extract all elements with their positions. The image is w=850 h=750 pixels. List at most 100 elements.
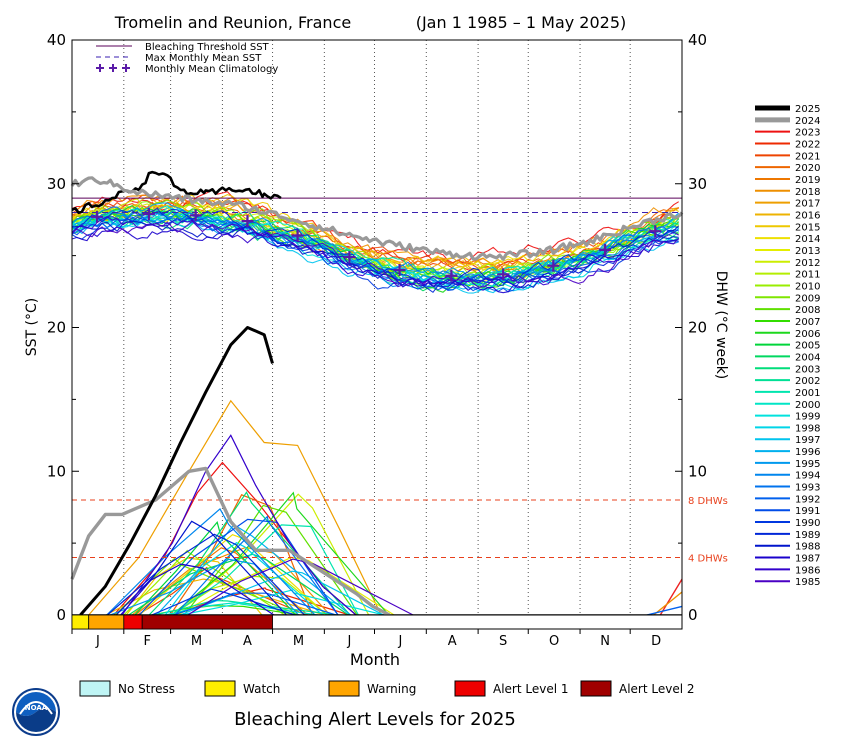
climatology-marker (393, 264, 406, 276)
year-label-1987: 1987 (795, 554, 820, 565)
alert-label-alert2: Alert Level 2 (619, 682, 695, 696)
dhw-line-2010 (123, 549, 286, 616)
dhw-december-onset (659, 578, 683, 616)
month-label: N (600, 634, 610, 649)
dhw-line-2025 (79, 326, 274, 616)
dhw-december-onset (653, 591, 683, 616)
month-label: F (143, 634, 150, 649)
year-label-1989: 1989 (795, 530, 820, 541)
year-label-2018: 2018 (795, 187, 820, 198)
chart-title-location: Tromelin and Reunion, France (114, 13, 351, 32)
sst-line-2025 (71, 170, 282, 215)
dhw-december-onset (646, 605, 683, 616)
dhw-line-1985 (187, 558, 414, 616)
years-legend: 2025202420232022202120202019201820172016… (755, 104, 820, 588)
legend-swatch-climatology (109, 64, 117, 72)
y-tick-label-right: 10 (688, 462, 707, 480)
y-axis-left-label: SST (°C) (24, 298, 40, 356)
legend-swatch-climatology (96, 64, 104, 72)
year-label-1994: 1994 (795, 471, 820, 482)
y-tick-label-right: 20 (688, 319, 707, 337)
climatology-marker (189, 209, 202, 222)
year-label-2000: 2000 (795, 400, 820, 411)
alert-segment-watch (71, 614, 90, 630)
year-label-2002: 2002 (795, 376, 820, 387)
year-label-2011: 2011 (795, 270, 820, 281)
year-label-2017: 2017 (795, 199, 820, 210)
month-label: J (95, 634, 100, 649)
year-label-2007: 2007 (795, 317, 820, 328)
month-label: D (651, 634, 661, 649)
month-label: J (397, 634, 402, 649)
alert-level-legend: No Stress Watch Warning Alert Level 1 Alert … (79, 680, 695, 697)
dhw-line-1990 (151, 588, 296, 616)
climatology-marker (649, 225, 662, 238)
dhw-reference-label: 4 DHWs (688, 554, 728, 565)
dhw-line-1994 (106, 507, 316, 616)
month-label: J (347, 634, 352, 649)
year-label-2010: 2010 (795, 281, 820, 292)
year-label-1991: 1991 (795, 506, 820, 517)
sst-line-2003 (71, 214, 680, 285)
month-label: O (549, 634, 559, 649)
year-label-1990: 1990 (795, 518, 820, 529)
dhw-line-2024 (70, 466, 391, 617)
noaa-logo: NOAA (12, 688, 60, 736)
noaa-logo-text: NOAA (25, 704, 48, 712)
dhw-line-2005 (134, 521, 297, 616)
sst-line-1985 (71, 220, 680, 288)
climatology-marker (291, 229, 304, 242)
legend-label: Max Monthly Mean SST (145, 53, 262, 64)
year-label-2016: 2016 (795, 210, 820, 221)
year-label-1993: 1993 (795, 483, 820, 494)
year-label-2021: 2021 (795, 151, 820, 162)
year-label-1995: 1995 (795, 459, 820, 470)
year-label-2023: 2023 (795, 128, 820, 139)
month-label: M (293, 634, 304, 649)
year-label-2001: 2001 (795, 388, 820, 399)
year-label-1988: 1988 (795, 542, 820, 553)
year-label-1999: 1999 (795, 412, 820, 423)
climatology-marker (142, 207, 155, 220)
year-label-2004: 2004 (795, 352, 820, 363)
alert-label-nostress: No Stress (118, 682, 175, 696)
dhw-line-1998 (164, 542, 323, 616)
dhw-line-2003 (148, 491, 351, 616)
climatology-marker (599, 243, 612, 256)
year-label-1992: 1992 (795, 494, 820, 505)
climatology-marker (445, 269, 458, 282)
year-label-1998: 1998 (795, 423, 820, 434)
month-label: A (243, 634, 252, 649)
plot-area: 8 DHWs 4 DHWs (70, 39, 728, 617)
climatology-marker (91, 210, 104, 223)
dhw-reference-label: 8 DHWs (688, 496, 728, 507)
year-label-2009: 2009 (795, 293, 820, 304)
y-tick-label-left: 30 (47, 175, 66, 193)
month-label: M (191, 634, 202, 649)
dhw-line-1988 (115, 520, 287, 616)
dhw-line-1987 (120, 563, 275, 616)
dhw-line-2011 (171, 575, 328, 616)
alert-segment-alert1 (123, 614, 143, 630)
alert-swatch-watch (204, 680, 236, 697)
y-axis-left: 0 10 20 30 40 (47, 31, 79, 624)
alert-label-warning: Warning (367, 682, 416, 696)
year-label-2006: 2006 (795, 329, 820, 340)
legend-swatch-climatology (122, 64, 130, 72)
bottom-title: Bleaching Alert Levels for 2025 (234, 709, 516, 730)
y-tick-label-right: 40 (688, 31, 707, 49)
legend-label: Bleaching Threshold SST (145, 42, 270, 53)
sst-line-1986 (71, 215, 679, 288)
year-label-2003: 2003 (795, 364, 820, 375)
chart-title-dates: (Jan 1 1985 – 1 May 2025) (416, 13, 627, 32)
year-label-2013: 2013 (795, 246, 820, 257)
climatology-marker (547, 259, 560, 272)
y-tick-label-right: 30 (688, 175, 707, 193)
year-label-2015: 2015 (795, 222, 820, 233)
dhw-line-2008 (183, 504, 358, 616)
year-label-2024: 2024 (795, 116, 820, 127)
historical-dhw-lines (88, 399, 683, 616)
dhw-line-1997 (179, 570, 384, 616)
